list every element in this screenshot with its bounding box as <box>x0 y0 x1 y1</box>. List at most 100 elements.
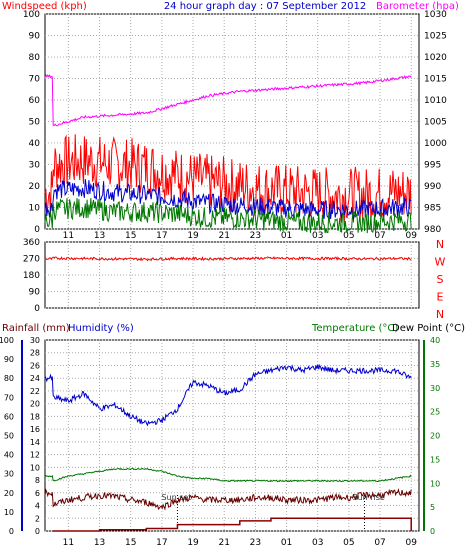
x-tick-label: 13 <box>94 231 105 241</box>
rain-tick-label: 0 <box>35 527 40 536</box>
x-tick-label: 03 <box>312 538 323 548</box>
wind-series-line <box>44 134 412 223</box>
y-tick-label: 10 <box>29 204 41 214</box>
y-tick-label: 90 <box>29 32 41 42</box>
humidity-tick-label: 90 <box>4 355 14 364</box>
y2-tick-label: 1000 <box>424 139 447 149</box>
y2-tick-label: 985 <box>424 204 441 214</box>
humidity-tick-label: 60 <box>4 412 14 421</box>
humidity-tick-label: 70 <box>4 393 14 402</box>
x-tick-label: 19 <box>187 538 199 548</box>
x-tick-label: 15 <box>125 538 136 548</box>
compass-label: N <box>436 308 444 321</box>
sun-annotation: Sun rise <box>352 493 384 502</box>
y2-tick-label: 995 <box>424 161 441 171</box>
labels-layer: 1111131315151717191921212323010103030505… <box>0 10 447 548</box>
humidity-tick-label: 30 <box>4 470 14 479</box>
y2-tick-label: 1010 <box>424 96 447 106</box>
temperature-tick-label: 15 <box>430 455 440 464</box>
rain-tick-label: 12 <box>30 451 40 460</box>
rain-tick-label: 26 <box>30 361 40 370</box>
compass-label: E <box>437 291 444 304</box>
temphum-series-line <box>44 364 412 427</box>
temphum-series-line <box>44 488 412 511</box>
y-tick-label: 0 <box>34 225 40 235</box>
rain-tick-label: 20 <box>30 400 40 409</box>
temperature-tick-label: 35 <box>430 360 440 369</box>
windspeed-axis-title: Windspeed (kph) <box>2 1 87 12</box>
wind-series-line <box>44 179 412 221</box>
temperature-tick-label: 10 <box>430 479 440 488</box>
barometer-axis-title: Barometer (hpa) <box>376 1 459 12</box>
humidity-tick-label: 50 <box>4 432 14 441</box>
humidity-tick-label: 20 <box>4 489 14 498</box>
rain-tick-label: 10 <box>30 463 40 472</box>
x-tick-label: 11 <box>63 231 74 241</box>
y-tick-label: 40 <box>29 139 41 149</box>
y-tick-label: 60 <box>29 96 41 106</box>
rain-tick-label: 18 <box>30 412 40 421</box>
y-tick-label: 70 <box>29 75 41 85</box>
dewpoint-axis-title: Dew Point (°C) <box>392 323 465 334</box>
x-tick-label: 23 <box>250 538 261 548</box>
temperature-axis-title: Temperature (°C) <box>311 323 398 334</box>
x-tick-label: 07 <box>374 231 385 241</box>
y-tick-label: 50 <box>29 118 41 128</box>
humidity-tick-label: 40 <box>4 451 14 460</box>
rain-tick-label: 16 <box>30 425 40 434</box>
y-tick-label: 270 <box>23 255 40 265</box>
x-tick-label: 09 <box>405 538 417 548</box>
x-tick-label: 21 <box>218 231 229 241</box>
rain-tick-label: 2 <box>35 514 40 523</box>
x-tick-label: 15 <box>125 231 136 241</box>
rain-tick-label: 24 <box>30 374 40 383</box>
y-tick-label: 20 <box>29 182 41 192</box>
y-tick-label: 360 <box>23 238 40 248</box>
humidity-axis-title: Humidity (%) <box>68 323 134 334</box>
temperature-tick-label: 40 <box>430 336 440 345</box>
x-tick-label: 23 <box>250 231 261 241</box>
x-tick-label: 01 <box>281 538 292 548</box>
x-tick-label: 05 <box>343 538 354 548</box>
compass-label: N <box>436 238 444 251</box>
y2-tick-label: 1025 <box>424 32 447 42</box>
y-tick-label: 180 <box>23 271 40 281</box>
rain-tick-label: 4 <box>35 502 40 511</box>
y2-tick-label: 980 <box>424 225 441 235</box>
x-tick-label: 03 <box>312 231 323 241</box>
y2-tick-label: 1015 <box>424 75 447 85</box>
y-tick-label: 80 <box>29 53 41 63</box>
y2-tick-label: 1020 <box>424 53 447 63</box>
humidity-tick-label: 100 <box>0 336 14 345</box>
x-tick-label: 07 <box>374 538 385 548</box>
sun-annotation: Sun set <box>161 493 191 502</box>
rain-tick-label: 30 <box>30 336 40 345</box>
y2-tick-label: 1030 <box>424 10 447 20</box>
rain-tick-label: 8 <box>35 476 40 485</box>
rain-tick-label: 6 <box>35 489 40 498</box>
humidity-tick-label: 10 <box>4 508 14 517</box>
x-tick-label: 17 <box>156 538 167 548</box>
temperature-tick-label: 0 <box>430 527 435 536</box>
temperature-tick-label: 5 <box>430 503 435 512</box>
wind-series-line <box>44 197 412 234</box>
temperature-tick-label: 30 <box>430 384 440 393</box>
x-tick-label: 11 <box>63 538 74 548</box>
y-tick-label: 100 <box>23 10 40 20</box>
y2-tick-label: 1005 <box>424 118 447 128</box>
rainfall-axis-title: Rainfall (mm) <box>2 323 70 334</box>
wind-series-line <box>44 73 412 127</box>
chart-title: 24 hour graph day : 07 September 2012 <box>164 1 366 12</box>
humidity-tick-label: 80 <box>4 374 14 383</box>
x-tick-label: 09 <box>405 231 417 241</box>
rain-tick-label: 28 <box>30 349 40 358</box>
compass-label: S <box>437 273 444 286</box>
y-tick-label: 30 <box>29 161 41 171</box>
x-tick-label: 13 <box>94 538 105 548</box>
temphum-series-line <box>52 517 412 532</box>
compass-label: W <box>435 256 446 269</box>
x-tick-label: 17 <box>156 231 167 241</box>
temperature-tick-label: 25 <box>430 408 440 417</box>
x-tick-label: 21 <box>218 538 229 548</box>
